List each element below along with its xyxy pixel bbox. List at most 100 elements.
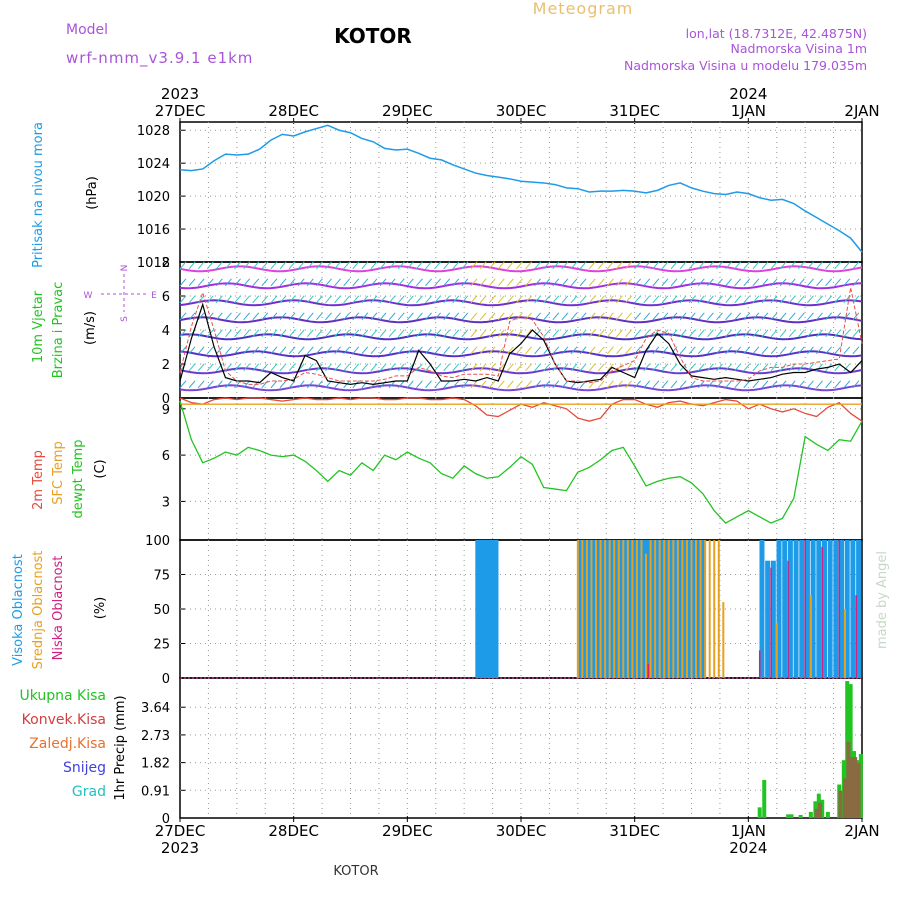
cloud-bar-mid xyxy=(704,540,707,678)
wind-barb xyxy=(852,329,860,338)
wind-barb xyxy=(834,329,842,338)
wind-barb xyxy=(688,261,696,270)
wind-barb xyxy=(743,278,751,287)
wind-barb xyxy=(579,346,587,355)
wind-barb xyxy=(834,295,842,304)
cloud-bar-mid xyxy=(626,540,629,678)
model-name: wrf-nmm_v3.9.1 e1km xyxy=(66,49,253,68)
wind-barb xyxy=(279,312,287,321)
cloud-bar-mid xyxy=(713,540,716,678)
cloud-tick-label: 0 xyxy=(162,672,170,687)
cloud-bar-mid xyxy=(708,540,711,678)
wind-barb xyxy=(770,278,778,287)
wind-barb xyxy=(588,363,596,372)
cloud-bar-high xyxy=(833,540,839,678)
wind-barb xyxy=(270,346,278,355)
cloud-bar-high xyxy=(787,540,793,678)
wind-barb xyxy=(588,261,596,270)
wind-barb xyxy=(306,312,314,321)
wind-barb xyxy=(561,278,569,287)
wind-barb xyxy=(661,295,669,304)
wind-barb xyxy=(616,380,623,389)
wind-barb xyxy=(552,278,560,287)
top-date-label: 28DEC xyxy=(268,102,319,120)
cloud-bar-high xyxy=(691,540,697,678)
cloud-bar-high xyxy=(850,540,856,678)
wind-barb xyxy=(807,329,814,338)
wind-barb xyxy=(352,329,360,338)
wind-barb xyxy=(607,380,614,389)
wind-barb xyxy=(534,363,542,372)
wind-barb xyxy=(406,380,414,389)
wind-barb xyxy=(470,363,478,372)
wind-barb xyxy=(561,346,569,355)
wind-barb xyxy=(734,312,742,321)
wind-barb xyxy=(297,380,305,389)
wind-barb xyxy=(316,278,323,287)
wind-barb xyxy=(779,329,787,338)
wind-barb xyxy=(579,295,587,304)
wind-barb xyxy=(534,380,542,389)
wind-barb xyxy=(297,346,305,355)
wind-barb xyxy=(434,363,441,372)
wind-barb xyxy=(652,295,660,304)
wind-barb xyxy=(634,312,642,321)
wind-barb xyxy=(761,329,769,338)
wind-barb xyxy=(343,363,351,372)
wind-barb xyxy=(543,295,551,304)
cloud-bar-high xyxy=(604,540,610,678)
wind-barb xyxy=(488,278,496,287)
wind-barb xyxy=(716,295,723,304)
wind-barb xyxy=(325,278,332,287)
wind-barb xyxy=(679,380,687,389)
wind-barb-row xyxy=(179,299,863,307)
pressure-panel: 1028 1024 1020 1016 1012 xyxy=(137,124,863,271)
wind-barb xyxy=(607,363,614,372)
cloud-bar-high xyxy=(613,540,619,678)
wind-barb xyxy=(352,312,360,321)
wind-barb xyxy=(761,380,769,389)
cloud-bar-high xyxy=(816,540,822,678)
wind-barb xyxy=(525,261,532,270)
wind-barb xyxy=(188,363,196,372)
wind-barb xyxy=(225,380,232,389)
temp-line-2m-temp xyxy=(179,397,863,422)
cloud-bar-high xyxy=(577,540,583,678)
wind-barb xyxy=(597,261,605,270)
wind-barb xyxy=(625,363,632,372)
wind-barb xyxy=(288,363,296,372)
wind-barb xyxy=(743,295,751,304)
wind-barb xyxy=(697,261,705,270)
wind-barb xyxy=(243,261,251,270)
wind-barb xyxy=(670,346,678,355)
wind-barb xyxy=(525,329,532,338)
wind-barb xyxy=(343,346,351,355)
wind-barb xyxy=(506,363,514,372)
wind-barb xyxy=(788,380,796,389)
wind-barb xyxy=(561,329,569,338)
wind-barb xyxy=(179,346,187,355)
wind-barb xyxy=(388,363,396,372)
bottom-date-label: 2JAN xyxy=(844,822,879,840)
wind-barb xyxy=(488,380,496,389)
wind-barb xyxy=(470,278,478,287)
wind-barb xyxy=(325,363,332,372)
wind-barb xyxy=(334,312,341,321)
wind-barb xyxy=(752,295,760,304)
wind-barb xyxy=(679,261,687,270)
wind-barb xyxy=(406,329,414,338)
wind-barb xyxy=(670,380,678,389)
wind-barb xyxy=(406,363,414,372)
wind-barb xyxy=(734,295,742,304)
station-elevation: Nadmorska Visina 1m xyxy=(731,41,868,56)
wind-barb xyxy=(225,329,232,338)
cloud-tick-label: 100 xyxy=(145,534,170,549)
wind-barb xyxy=(588,278,596,287)
wind-barb xyxy=(652,278,660,287)
wind-barb xyxy=(570,278,578,287)
wind-barb xyxy=(506,312,514,321)
cloud-bar-high xyxy=(700,540,706,678)
wind-barb xyxy=(570,295,578,304)
wind-barb xyxy=(334,295,341,304)
